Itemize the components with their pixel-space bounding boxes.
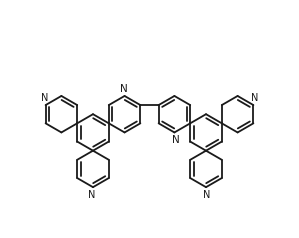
Text: N: N	[88, 189, 96, 199]
Text: N: N	[120, 84, 127, 94]
Text: N: N	[251, 93, 258, 103]
Text: N: N	[41, 93, 48, 103]
Text: N: N	[172, 135, 179, 145]
Text: N: N	[203, 189, 211, 199]
